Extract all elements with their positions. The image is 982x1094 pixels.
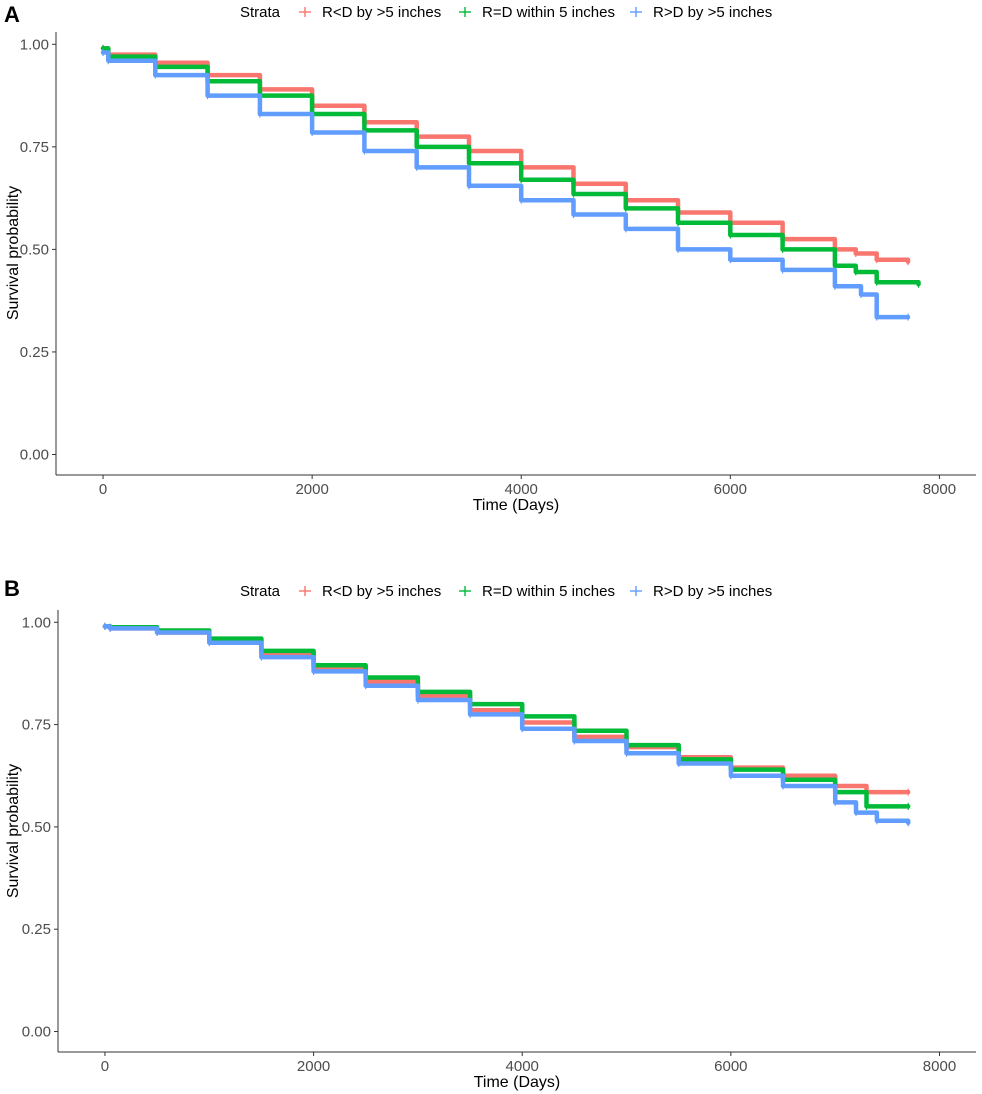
x-tick-label: 8000	[923, 1058, 956, 1075]
y-tick-label: 0.50	[20, 241, 49, 258]
x-tick-label: 4000	[505, 481, 538, 498]
x-tick-label: 2000	[297, 1058, 330, 1075]
x-axis-title: Time (Days)	[473, 497, 560, 514]
y-tick-label: 0.00	[20, 446, 49, 463]
panel-label: A	[4, 2, 20, 27]
y-tick-label: 1.00	[22, 614, 51, 631]
legend-label: R<D by >5 inches	[322, 583, 441, 600]
chart-panel-b: B 0.00 0.25 0.50 0.75 1.00 0 2000 4000 6000 8000 Ti…	[4, 576, 976, 1091]
legend-key-2	[459, 7, 471, 17]
series-1	[102, 622, 911, 796]
legend-label: R=D within 5 inches	[482, 4, 615, 21]
legend: Strata R<D by >5 inches R=D within 5 inche…	[240, 4, 772, 21]
y-tick-label: 1.00	[20, 36, 49, 53]
survival-curve	[102, 624, 911, 795]
survival-curve	[100, 50, 911, 320]
series-2	[100, 44, 921, 288]
legend-key-2	[459, 586, 471, 596]
x-tick-label: 2000	[295, 481, 328, 498]
x-tick-label: 6000	[714, 1058, 747, 1075]
y-tick-label: 0.25	[22, 921, 51, 938]
legend-label: R=D within 5 inches	[482, 583, 615, 600]
legend-label: R>D by >5 inches	[653, 583, 772, 600]
legend-title: Strata	[240, 583, 281, 600]
y-axis-title: Survival probability	[5, 764, 22, 898]
legend-key-1	[299, 586, 311, 596]
survival-curve	[102, 624, 911, 826]
legend-key-3	[630, 7, 642, 17]
x-tick-label: 8000	[923, 481, 956, 498]
y-tick-label: 0.75	[22, 717, 51, 734]
series-3	[102, 622, 911, 827]
legend-key-1	[299, 7, 311, 17]
y-tick-label: 0.50	[22, 819, 51, 836]
y-tick-label: 0.75	[20, 139, 49, 156]
x-tick-label: 4000	[506, 1058, 539, 1075]
legend: Strata R<D by >5 inches R=D within 5 inche…	[240, 583, 772, 600]
y-axis-title: Survival probability	[5, 186, 22, 320]
legend-label: R<D by >5 inches	[322, 4, 441, 21]
series-3	[100, 49, 911, 321]
survival-curve	[100, 46, 921, 287]
legend-label: R>D by >5 inches	[653, 4, 772, 21]
x-tick-label: 0	[99, 481, 107, 498]
panel-label: B	[4, 576, 20, 601]
x-axis-title: Time (Days)	[474, 1074, 561, 1091]
series-1	[100, 44, 911, 266]
chart-panel-a: A 0.00 0.25 0.50 0.75 1.00 0 2000 4000 6000 8000 Ti…	[4, 2, 976, 514]
legend-key-3	[630, 586, 642, 596]
x-tick-label: 0	[101, 1058, 109, 1075]
y-tick-label: 0.00	[22, 1024, 51, 1041]
legend-title: Strata	[240, 4, 281, 21]
y-tick-label: 0.25	[20, 344, 49, 361]
x-tick-label: 6000	[714, 481, 747, 498]
